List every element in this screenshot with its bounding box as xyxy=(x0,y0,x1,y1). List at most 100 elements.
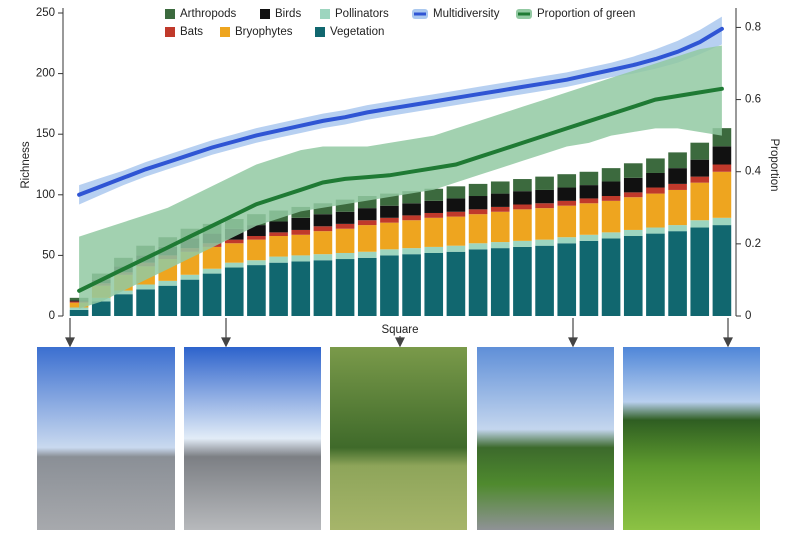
legend-label: Proportion of green xyxy=(537,8,635,20)
bar-segment xyxy=(668,183,687,190)
bar-segment xyxy=(380,205,399,218)
legend-swatch xyxy=(165,27,175,37)
bar-segment xyxy=(335,228,355,253)
bar-segment xyxy=(646,193,665,228)
legend-label: Birds xyxy=(275,8,301,20)
bar-segment xyxy=(513,179,532,192)
bar-segment xyxy=(535,239,554,246)
bar-segment xyxy=(446,186,466,199)
bar-segment xyxy=(269,232,288,237)
bar-segment xyxy=(601,181,621,197)
bar-segment xyxy=(646,227,665,234)
bar-segment xyxy=(247,265,266,316)
bar-segment xyxy=(202,268,222,274)
bar-segment xyxy=(291,229,311,235)
bar-segment xyxy=(468,209,488,215)
bar-segment xyxy=(690,227,710,316)
bar-segment xyxy=(557,174,577,188)
bar-segment xyxy=(646,158,665,173)
bar-segment xyxy=(424,252,444,316)
bar-segment xyxy=(424,188,444,201)
bar-segment xyxy=(380,217,399,223)
y2-axis-label: Proportion xyxy=(768,138,780,191)
y-axis-label: Richness xyxy=(20,141,32,189)
bar-segment xyxy=(335,252,355,260)
bar-segment xyxy=(557,237,577,244)
legend-label: Arthropods xyxy=(180,8,237,20)
bar-segment xyxy=(247,260,266,266)
confidence-band xyxy=(79,45,722,309)
bar-segment xyxy=(424,212,444,218)
bar-segment xyxy=(646,233,665,316)
bar-segment xyxy=(247,239,266,261)
bar-segment xyxy=(623,197,643,230)
legend-label: Bryophytes xyxy=(235,26,293,38)
bar-segment xyxy=(291,255,311,262)
bar-segment xyxy=(690,176,710,183)
bar-segment xyxy=(269,221,288,233)
bar-segment xyxy=(668,168,687,184)
bar-segment xyxy=(468,183,488,197)
bar-segment xyxy=(424,246,444,253)
bar-segment xyxy=(513,191,532,205)
bar-segment xyxy=(269,236,288,257)
bar-segment xyxy=(513,209,532,241)
photo-square-3 xyxy=(330,347,467,530)
y2-tick-label: 0.8 xyxy=(745,21,761,33)
bar-segment xyxy=(402,254,421,316)
bar-segment xyxy=(623,229,643,237)
bar-segment xyxy=(269,256,288,263)
bar-segment xyxy=(579,240,599,316)
bar-segment xyxy=(357,257,377,316)
bar-segment xyxy=(357,251,377,258)
bar-segment xyxy=(490,193,510,207)
bar-segment xyxy=(690,142,710,160)
bar-segment xyxy=(468,214,488,244)
bar-segment xyxy=(357,225,377,252)
bar-segment xyxy=(690,182,710,221)
bar-segment xyxy=(712,171,732,218)
bar-segment xyxy=(247,225,266,237)
confidence-band xyxy=(79,16,722,205)
bar-segment xyxy=(468,243,488,250)
bars xyxy=(69,128,732,316)
bar-segment xyxy=(690,159,710,177)
bar-segment xyxy=(490,181,510,194)
bar-segment xyxy=(557,200,577,206)
bar-segment xyxy=(313,260,333,316)
bar-segment xyxy=(402,220,421,249)
legend-swatch xyxy=(260,9,270,19)
y-tick-label: 250 xyxy=(36,7,55,19)
bar-segment xyxy=(313,214,333,227)
bar-segment xyxy=(579,185,599,199)
bar-segment xyxy=(224,243,244,263)
bar-segment xyxy=(535,208,554,240)
bar-segment xyxy=(402,248,421,255)
bar-segment xyxy=(402,203,421,216)
bar-segment xyxy=(402,215,421,221)
y-tick-label: 0 xyxy=(49,310,55,322)
bar-segment xyxy=(490,206,510,212)
bar-segment xyxy=(202,246,222,269)
y-tick-label: 100 xyxy=(36,189,55,201)
bar-segment xyxy=(136,284,155,290)
bar-segment xyxy=(579,234,599,241)
bar-segment xyxy=(69,297,89,301)
photos xyxy=(37,347,760,530)
legend-label: Multidiversity xyxy=(433,8,500,20)
bar-segment xyxy=(269,262,288,316)
bar-segment xyxy=(291,217,311,230)
bar-segment xyxy=(114,294,133,316)
bar-segment xyxy=(490,242,510,249)
x-axis-label: Square xyxy=(381,324,418,336)
y-tick-label: 50 xyxy=(42,249,55,261)
bar-segment xyxy=(114,290,133,295)
legend: Vegetation Pollinators Bryophytes Bats Birds… xyxy=(165,8,635,38)
bar-segment xyxy=(601,232,621,239)
bar-segment xyxy=(535,203,554,209)
arrows xyxy=(65,318,733,348)
bar-segment xyxy=(712,225,732,316)
bar-segment xyxy=(313,226,333,232)
bar-segment xyxy=(601,196,621,201)
